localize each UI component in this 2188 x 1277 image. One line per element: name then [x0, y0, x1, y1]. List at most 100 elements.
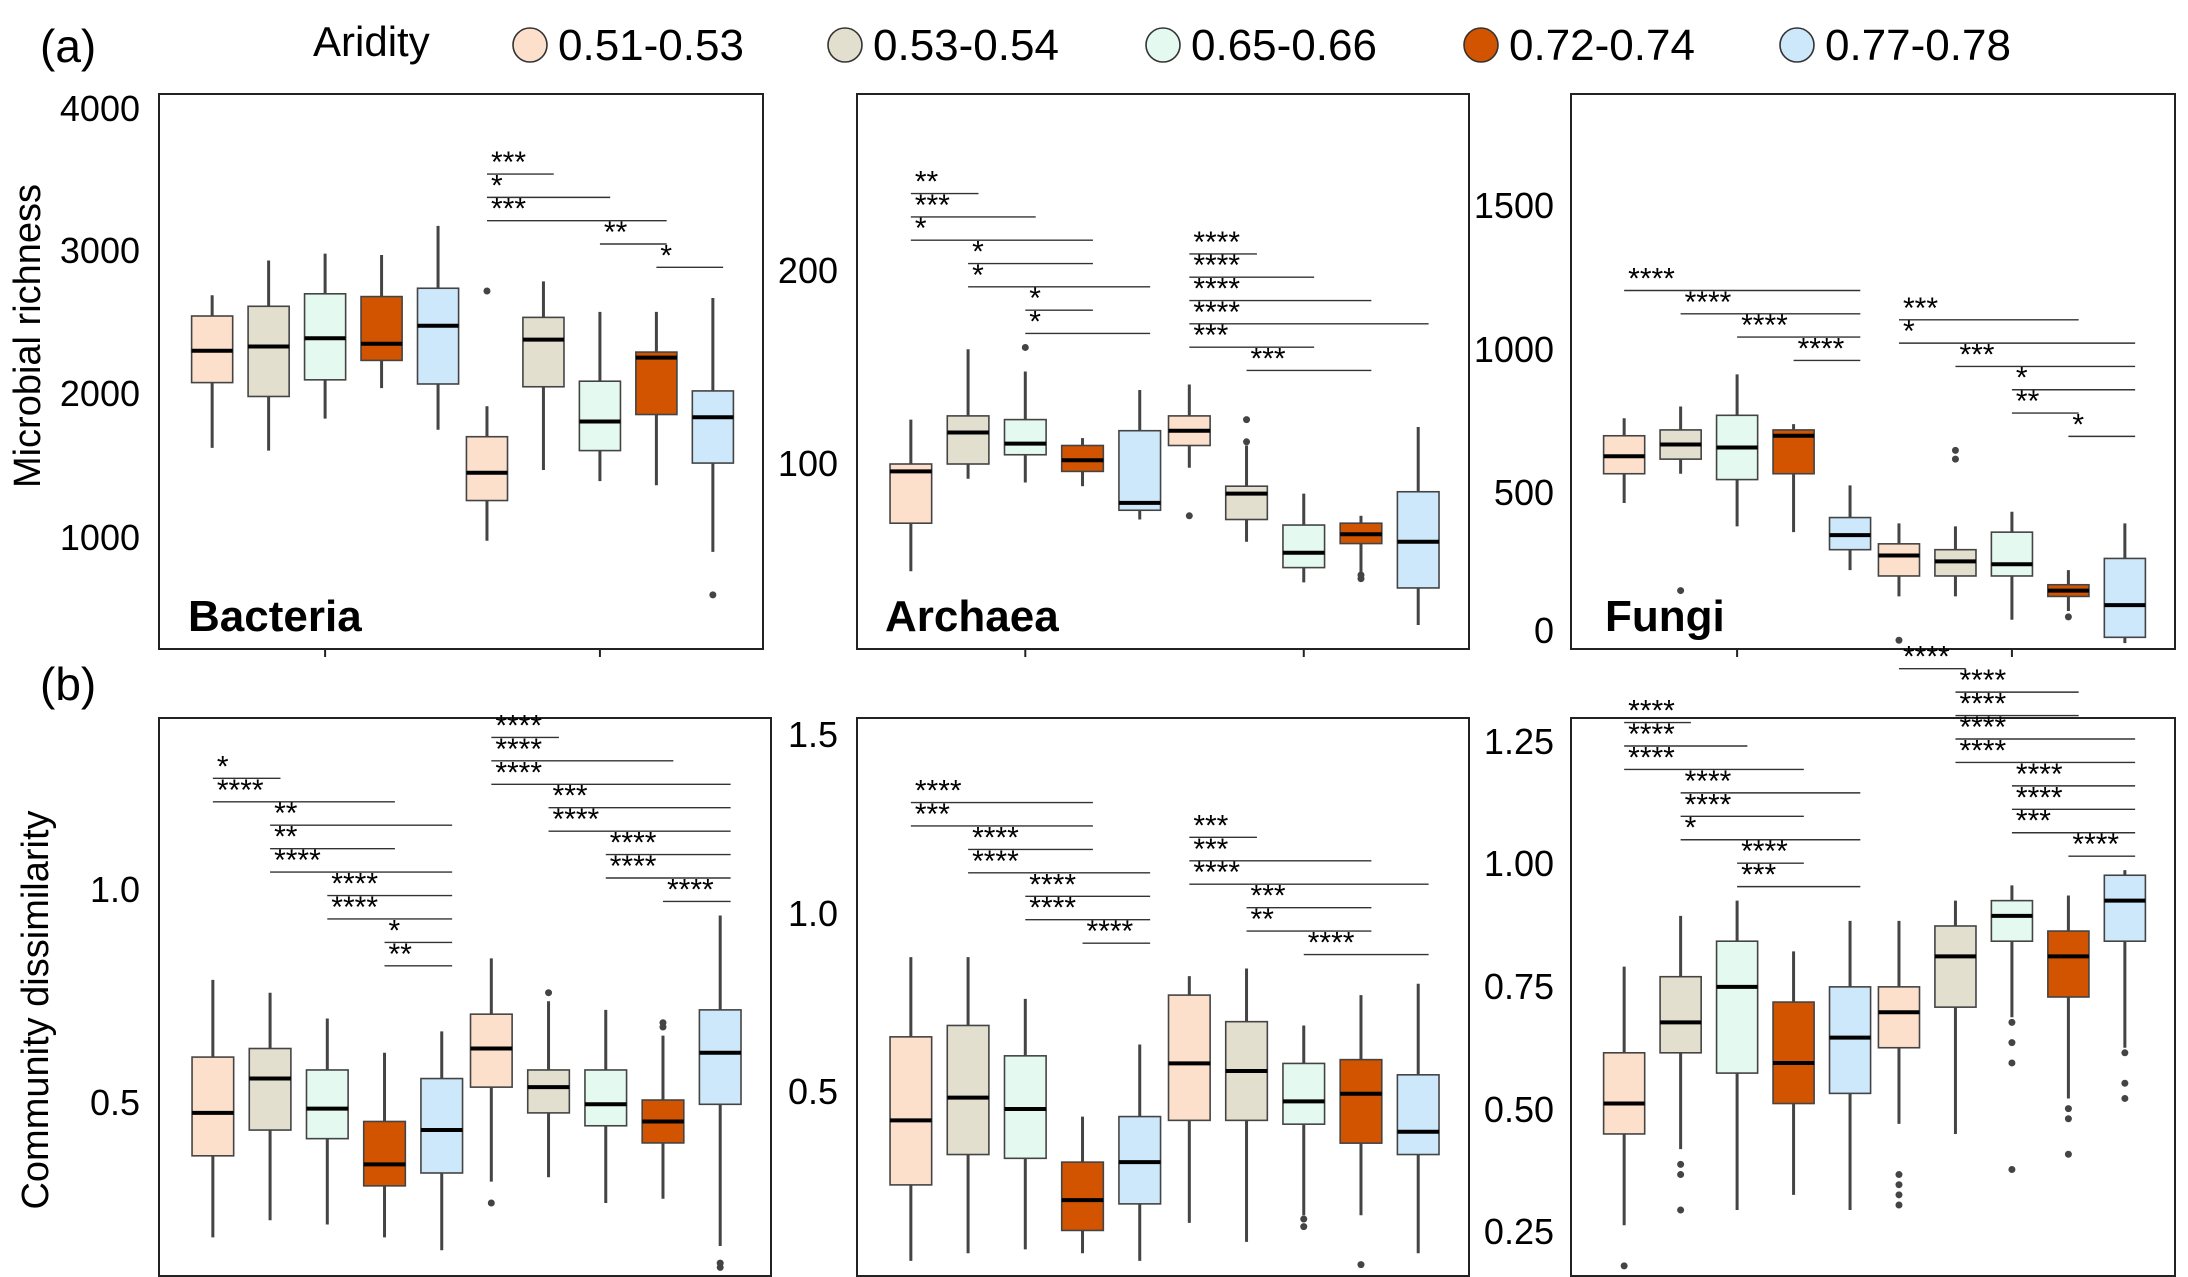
box-plot: [1003, 343, 1047, 483]
outlier-point: [1300, 1223, 1308, 1231]
y-tick-label: 200: [778, 250, 838, 291]
outlier-point: [1895, 1191, 1903, 1199]
significance-label: ****: [331, 891, 378, 924]
outlier-point: [2064, 1150, 2072, 1158]
y-tick-label: 1.0: [788, 893, 838, 934]
box-plot: [416, 225, 460, 430]
outlier-point: [2121, 1094, 2129, 1102]
y-tick-label: 1.00: [1484, 843, 1554, 884]
box: [1282, 524, 1326, 569]
taxon-label: Fungi: [1605, 592, 1725, 641]
significance-label: ****: [274, 844, 321, 877]
significance-label: ****: [1959, 734, 2006, 767]
outlier-point: [1895, 1181, 1903, 1189]
box-plot: [1934, 900, 1977, 1134]
significance-label: ***: [1193, 833, 1228, 866]
box: [1060, 1161, 1105, 1232]
box-plot: [2047, 895, 2090, 1158]
significance-label: ****: [1741, 835, 1788, 868]
box: [1934, 925, 1977, 1008]
box-plot: [635, 311, 678, 486]
outlier-point: [487, 1199, 495, 1207]
significance-label: ****: [1193, 856, 1240, 889]
significance-label: **: [604, 216, 628, 249]
panel-letter-a: (a): [40, 20, 96, 72]
outlier-point: [1243, 416, 1251, 424]
significance-label: ****: [2016, 758, 2063, 791]
panel-frame: [158, 93, 764, 650]
y-axis-title-richness: Microbial richness: [7, 184, 49, 488]
outlier-point: [1677, 1171, 1685, 1179]
box: [1990, 899, 2034, 942]
significance-label: **: [915, 166, 939, 199]
box-plot: [578, 311, 622, 482]
legend-swatch: [1779, 27, 1815, 63]
outlier-point: [2064, 613, 2072, 621]
box: [1772, 1001, 1815, 1105]
box: [248, 1047, 292, 1131]
box-plot: [1877, 920, 1921, 1209]
significance-label: **: [1251, 903, 1275, 936]
y-tick-label: 1000: [1474, 329, 1554, 370]
box-plot: [1224, 416, 1269, 542]
outlier-point: [545, 989, 553, 997]
significance-label: ****: [1959, 664, 2006, 697]
outlier-point: [1185, 512, 1193, 520]
y-axis-title-dissimilarity: Community dissimilarity: [15, 810, 57, 1209]
significance-label: ***: [915, 189, 950, 222]
outlier-point: [2008, 1039, 2016, 1047]
box-plot: [641, 1019, 685, 1199]
box-plot: [1282, 493, 1326, 583]
significance-label: ****: [1029, 868, 1076, 901]
box-plot: [1715, 374, 1759, 527]
box: [1003, 418, 1047, 456]
outlier-point: [2008, 1018, 2016, 1026]
outlier-point: [709, 591, 717, 599]
legend-title: Aridity: [313, 18, 430, 65]
y-tick-label: 3000: [60, 230, 140, 271]
significance-label: ***: [1251, 342, 1286, 375]
box-plot: [889, 957, 933, 1261]
box: [526, 1069, 571, 1114]
significance-label: ****: [1628, 718, 1675, 751]
box-plot: [1060, 1116, 1105, 1254]
box-plot: [1396, 983, 1440, 1254]
box: [1396, 1074, 1440, 1156]
significance-label: ****: [217, 774, 264, 807]
box: [584, 1069, 628, 1127]
panel-letter-b: (b): [40, 658, 96, 710]
significance-label: ****: [495, 709, 542, 742]
box-plot: [1339, 515, 1383, 583]
outlier-point: [1021, 343, 1029, 351]
significance-label: ****: [331, 868, 378, 901]
panel-frame: [158, 717, 772, 1277]
outlier-point: [716, 1263, 724, 1271]
chart-panel: 200100Archaea***************************…: [778, 93, 1470, 657]
box: [1167, 994, 1211, 1122]
significance-label: ****: [1741, 309, 1788, 342]
significance-label: *: [491, 169, 503, 202]
legend-swatch: [1463, 27, 1499, 63]
significance-label: ****: [610, 850, 657, 883]
box: [946, 415, 990, 465]
significance-label: ****: [1087, 915, 1134, 948]
chart-panel: 1.00.5**********************************…: [90, 709, 772, 1277]
outlier-point: [1895, 1201, 1903, 1209]
box-plot: [1877, 523, 1921, 644]
legend-swatch: [512, 27, 548, 63]
legend-label: 0.53-0.54: [873, 21, 1059, 70]
box: [191, 1056, 235, 1157]
y-tick-label: 1.25: [1484, 721, 1554, 762]
box-plot: [1224, 968, 1269, 1242]
significance-label: *: [217, 750, 229, 783]
significance-label: ****: [1628, 262, 1675, 295]
outlier-point: [483, 287, 491, 295]
significance-label: ****: [1308, 927, 1355, 960]
significance-label: ****: [1959, 688, 2006, 721]
y-tick-label: 0.5: [90, 1082, 140, 1123]
significance-label: ***: [491, 146, 526, 179]
box: [465, 435, 509, 502]
box: [362, 1120, 407, 1187]
